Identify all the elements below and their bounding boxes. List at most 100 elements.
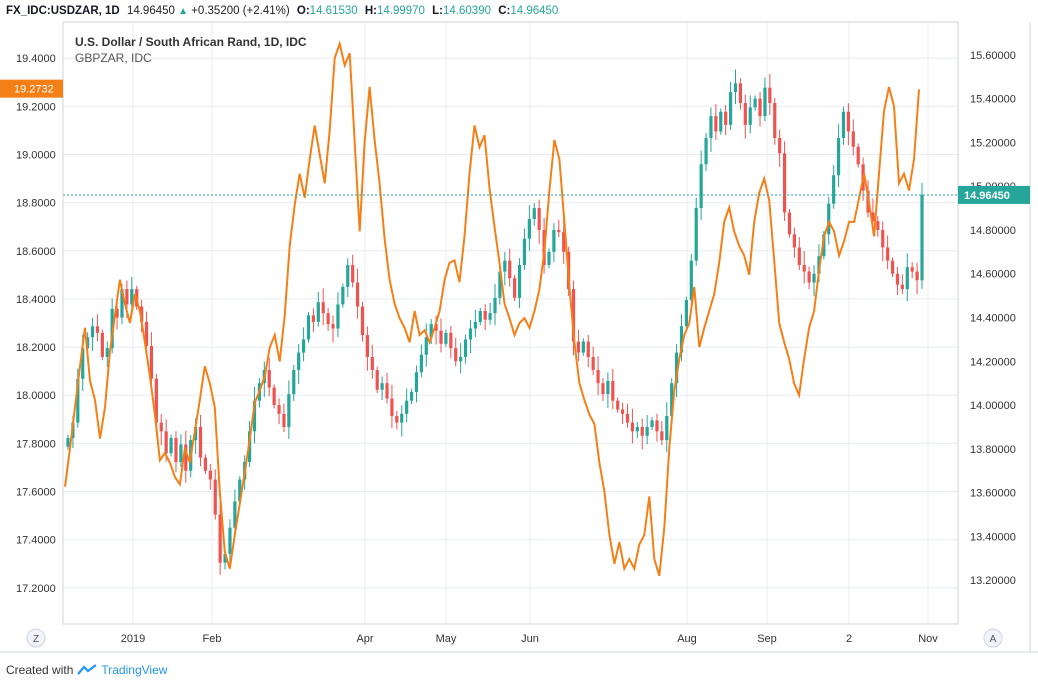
candle-body [174, 437, 178, 463]
candle-body [454, 348, 458, 362]
candle-body [159, 422, 163, 432]
open-value: 14.61530 [309, 5, 358, 17]
last-price: 14.96450 [126, 5, 175, 17]
left-axis-tick-label: 19.4000 [16, 53, 56, 65]
candle-body [140, 306, 144, 322]
candle-body [100, 332, 104, 357]
candle-body [905, 267, 909, 290]
candle-body [768, 87, 772, 103]
candle-body [321, 302, 325, 314]
candle-body [414, 372, 419, 392]
left-last-value-badge [0, 79, 63, 98]
candle-body [773, 102, 777, 139]
candle-body [355, 282, 360, 307]
axis-scale-z-button-label: Z [33, 634, 39, 645]
left-axis-tick-label: 18.2000 [16, 342, 56, 354]
right-axis-tick-label: 15.40000 [970, 94, 1016, 106]
candle-body [846, 111, 850, 132]
high-label: H: [364, 5, 377, 17]
right-last-value-text: 14.96450 [964, 190, 1010, 202]
candle-body [576, 341, 581, 353]
symbol-name[interactable]: FX_IDC:USDZAR, 1D [6, 5, 120, 17]
candle-body [591, 356, 595, 371]
candle-body [699, 164, 703, 209]
candle-body [120, 289, 124, 318]
left-last-value-text: 19.2732 [14, 84, 54, 96]
candle-body [753, 98, 757, 108]
candle-body [571, 289, 576, 342]
candle-body [400, 413, 404, 423]
candle-body [292, 370, 296, 395]
candle-body [738, 83, 743, 103]
candle-body [213, 479, 217, 515]
left-axis-tick-label: 17.4000 [16, 535, 56, 547]
high-value: 14.99970 [376, 5, 425, 17]
candle-body [493, 297, 497, 314]
right-axis-tick-label: 14.60000 [970, 269, 1016, 281]
left-axis-tick-label: 18.4000 [16, 294, 56, 306]
candle-body [851, 131, 855, 147]
candle-body [694, 208, 698, 261]
left-axis-tick-label: 17.8000 [16, 438, 56, 450]
candle-body [743, 102, 747, 125]
candle-body [645, 426, 649, 436]
candle-body [390, 398, 394, 417]
candle-body [596, 370, 600, 384]
close-value: 14.96450 [510, 5, 559, 17]
candle-body [621, 409, 625, 414]
candle-body [498, 271, 502, 298]
axis-auto-button[interactable] [983, 628, 1003, 648]
candle-body [331, 324, 335, 329]
candle-body [463, 339, 468, 357]
candle-body [586, 341, 590, 357]
candle-body [316, 302, 320, 322]
candle-body [483, 310, 487, 320]
candle-body [115, 308, 119, 318]
right-axis-tick-label: 13.20000 [970, 575, 1016, 587]
candle-body [287, 394, 291, 427]
candle-body [807, 271, 811, 283]
candle-body [827, 203, 831, 235]
candle-body [670, 383, 674, 417]
left-axis-tick-label: 17.6000 [16, 487, 56, 499]
left-axis-tick-label: 19.2000 [16, 101, 56, 113]
candle-body [895, 273, 900, 285]
plot-border [62, 21, 959, 625]
candle-body [822, 234, 826, 257]
x-axis-tick-label: Apr [356, 633, 373, 645]
candle-body [856, 146, 860, 165]
x-axis-tick-label: Sep [757, 633, 777, 645]
symbol-header: FX_IDC:USDZAR, 1D 14.96450 ▲ +0.35200 (+… [6, 3, 558, 19]
candle-body [419, 354, 423, 373]
candle-body [252, 400, 257, 432]
candle-body [611, 381, 615, 401]
low-label: L: [432, 5, 444, 17]
axes-layer: 19.4000 19.2000 19.0000 18.8000 18.6000 18.40… [0, 50, 1030, 648]
candle-body [758, 98, 762, 117]
line-layer [64, 40, 920, 577]
candle-body [351, 264, 355, 283]
candle-body [689, 260, 693, 301]
tradingview-brand[interactable]: TradingView [101, 663, 168, 677]
candle-body [95, 326, 100, 333]
right-axis-tick-label: 14.80000 [970, 225, 1016, 237]
candle-body [208, 470, 212, 480]
left-axis-tick-label: 19.0000 [16, 149, 56, 161]
low-value: 14.60390 [443, 5, 491, 17]
x-axis-tick-label: May [436, 633, 457, 645]
candle-body [409, 391, 414, 401]
left-axis-tick-label: 18.0000 [16, 390, 56, 402]
axis-scale-z-button[interactable] [26, 628, 46, 648]
candle-body [473, 321, 477, 329]
candle-body [562, 232, 566, 252]
left-axis-tick-label: 18.6000 [16, 246, 56, 258]
candle-body [282, 413, 286, 427]
candle-body [728, 92, 733, 125]
candle-body [915, 271, 919, 281]
candle-body [267, 370, 271, 388]
tradingview-logo-icon [77, 664, 98, 675]
candle-body [655, 420, 659, 432]
candle-body [871, 212, 875, 222]
candle-body [886, 247, 890, 261]
